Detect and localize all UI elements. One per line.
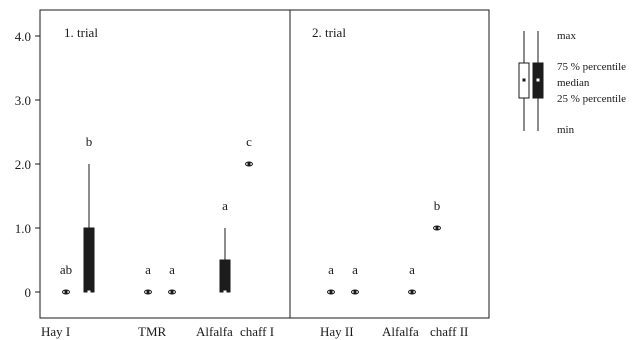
box-2-3: a bbox=[408, 262, 416, 295]
significance-letter: a bbox=[409, 262, 415, 277]
median-marker bbox=[435, 226, 439, 230]
x-label-hay-ii: Hay II bbox=[320, 324, 354, 339]
x-label-alfalfa-1: Alfalfa bbox=[196, 324, 233, 339]
significance-letter: ab bbox=[60, 262, 72, 277]
y-tick-label: 1.0 bbox=[15, 221, 31, 236]
significance-letter: a bbox=[328, 262, 334, 277]
box-1-1: ab bbox=[60, 262, 72, 295]
significance-letter: a bbox=[145, 262, 151, 277]
y-tick-label: 3.0 bbox=[15, 93, 31, 108]
legend-label-q3: 75 % percentile bbox=[557, 61, 626, 73]
median-marker bbox=[410, 290, 414, 294]
median-marker bbox=[87, 290, 91, 294]
significance-letter: a bbox=[169, 262, 175, 277]
box-1-2: b bbox=[83, 134, 95, 294]
box-2-2: a bbox=[351, 262, 359, 295]
box-1-6: c bbox=[245, 134, 253, 167]
legend-label-median: median bbox=[557, 77, 590, 89]
panel-frame-trial-2 bbox=[289, 9, 490, 319]
significance-letter: a bbox=[352, 262, 358, 277]
legend-label-min: min bbox=[557, 124, 575, 136]
y-axis: 0 1.0 2.0 3.0 4.0 bbox=[15, 29, 40, 300]
y-tick-label: 2.0 bbox=[15, 157, 31, 172]
legend-median-filled bbox=[536, 78, 540, 82]
median-marker bbox=[64, 290, 68, 294]
significance-letter: b bbox=[434, 198, 441, 213]
x-label-chaff-ii: chaff II bbox=[430, 324, 468, 339]
box-2-1: a bbox=[327, 262, 335, 295]
legend: max 75 % percentile median 25 % percenti… bbox=[518, 30, 626, 136]
panel-title-trial-1: 1. trial bbox=[64, 25, 98, 40]
legend-label-max: max bbox=[557, 30, 576, 42]
x-label-hay-i: Hay I bbox=[41, 324, 70, 339]
legend-label-q1: 25 % percentile bbox=[557, 93, 626, 105]
y-tick-label: 0 bbox=[25, 285, 32, 300]
box-1-4: a bbox=[168, 262, 176, 295]
median-marker bbox=[170, 290, 174, 294]
box-iqr bbox=[83, 227, 95, 293]
box-2-4: b bbox=[433, 198, 441, 231]
legend-median-open bbox=[522, 78, 526, 82]
panel-title-trial-2: 2. trial bbox=[312, 25, 346, 40]
significance-letter: a bbox=[222, 198, 228, 213]
y-tick-label: 4.0 bbox=[15, 29, 31, 44]
median-marker bbox=[223, 290, 227, 294]
box-iqr bbox=[219, 259, 231, 293]
x-label-tmr: TMR bbox=[138, 324, 167, 339]
box-1-3: a bbox=[144, 262, 152, 295]
significance-letter: b bbox=[86, 134, 93, 149]
significance-letter: c bbox=[246, 134, 252, 149]
x-label-chaff-i: chaff I bbox=[240, 324, 274, 339]
x-label-alfalfa-2: Alfalfa bbox=[382, 324, 419, 339]
median-marker bbox=[247, 162, 251, 166]
median-marker bbox=[353, 290, 357, 294]
median-marker bbox=[329, 290, 333, 294]
median-marker bbox=[146, 290, 150, 294]
box-1-5: a bbox=[219, 198, 231, 294]
